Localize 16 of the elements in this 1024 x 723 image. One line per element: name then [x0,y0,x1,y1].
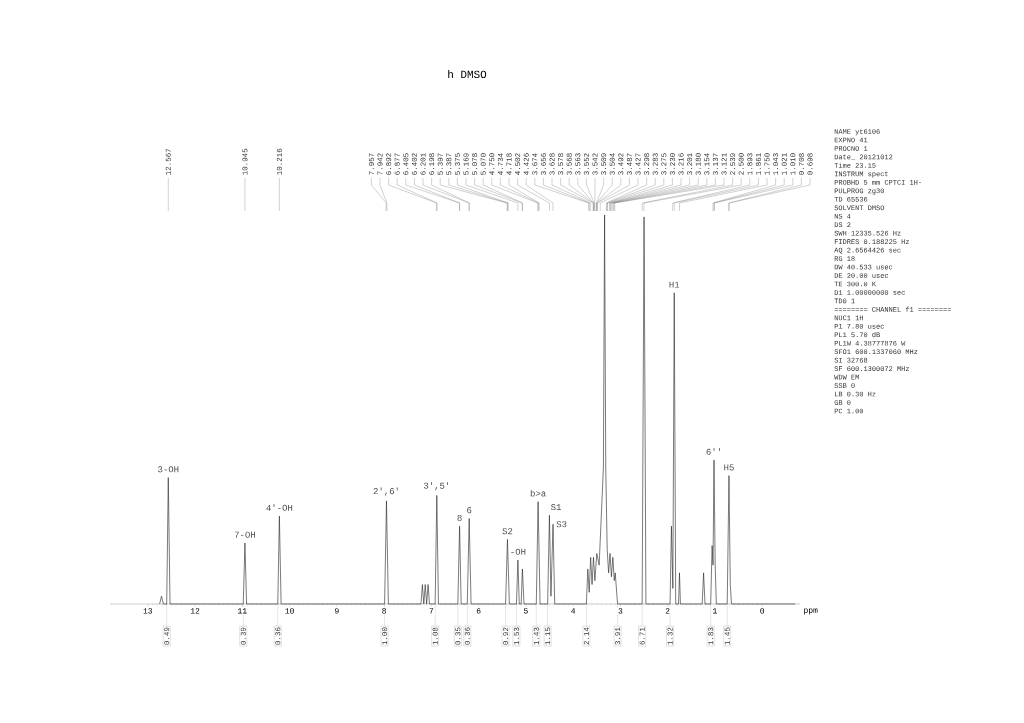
annotation: S1 [550,504,561,511]
annotation: H1 [669,281,680,288]
annotation: 2',6' [373,487,398,496]
annotation: S2 [502,528,513,535]
annotation: 8 [457,514,462,521]
annotation: 6'' [706,448,720,455]
annotation: 3-OH [158,466,179,473]
annotation: 4'-OH [266,504,293,511]
annotation: H5 [724,464,734,471]
annotation: 7-OH [234,531,255,538]
annotation: 6 [467,507,472,514]
annotation: 3',5' [423,482,449,491]
chart-title: h DMSO [448,70,487,79]
annotation: b>a [530,489,546,497]
annotation: -OH [511,548,526,555]
annotation: S3 [556,521,567,528]
